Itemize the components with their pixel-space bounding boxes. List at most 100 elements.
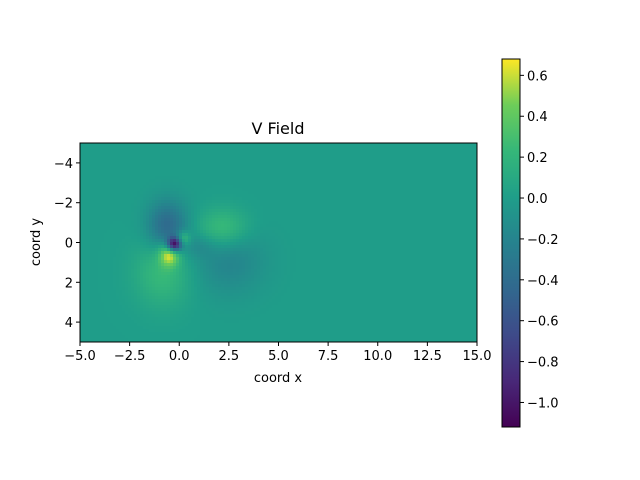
heat-cell xyxy=(278,152,282,156)
heat-cell xyxy=(275,218,279,222)
heat-cell xyxy=(449,182,453,186)
heat-cell xyxy=(113,203,117,207)
heat-cell xyxy=(146,152,150,156)
heat-cell xyxy=(224,191,228,195)
heat-cell xyxy=(245,173,249,177)
heat-cell xyxy=(158,179,162,183)
heat-cell xyxy=(269,143,273,147)
heat-cell xyxy=(296,143,300,147)
heat-cell xyxy=(347,191,351,195)
heat-cell xyxy=(413,185,417,189)
heat-cell xyxy=(350,224,354,228)
heat-cell xyxy=(410,200,414,204)
heat-cell xyxy=(191,152,195,156)
heat-cell xyxy=(143,194,147,198)
heat-cell xyxy=(197,203,201,207)
heat-cell xyxy=(293,212,297,216)
heat-cell xyxy=(323,248,327,252)
heat-cell xyxy=(143,188,147,192)
heat-cell xyxy=(122,233,126,237)
heat-cell xyxy=(434,239,438,243)
heat-cell xyxy=(89,206,93,210)
heat-cell xyxy=(377,227,381,231)
heat-cell xyxy=(401,164,405,168)
heat-cell xyxy=(158,191,162,195)
heat-cell xyxy=(419,143,423,147)
heat-cell xyxy=(128,197,132,201)
heat-cell xyxy=(281,179,285,183)
heat-cell xyxy=(86,149,90,153)
heat-cell xyxy=(383,188,387,192)
heat-cell xyxy=(194,188,198,192)
heat-cell xyxy=(245,206,249,210)
heat-cell xyxy=(182,158,186,162)
heat-cell xyxy=(149,149,153,153)
heat-cell xyxy=(332,239,336,243)
heat-cell xyxy=(452,155,456,159)
heat-cell xyxy=(344,173,348,177)
heat-cell xyxy=(143,197,147,201)
heat-cell xyxy=(212,185,216,189)
heat-cell xyxy=(452,221,456,225)
heat-cell xyxy=(251,191,255,195)
heat-cell xyxy=(326,179,330,183)
heat-cell xyxy=(347,209,351,213)
heat-cell xyxy=(305,185,309,189)
heat-cell xyxy=(128,236,132,240)
heat-cell xyxy=(320,248,324,252)
heat-cell xyxy=(95,194,99,198)
heat-cell xyxy=(329,230,333,234)
heat-cell xyxy=(374,182,378,186)
heat-cell xyxy=(257,206,261,210)
heat-cell xyxy=(149,200,153,204)
heat-cell xyxy=(443,152,447,156)
heat-cell xyxy=(455,203,459,207)
heat-cell xyxy=(395,224,399,228)
heat-cell xyxy=(410,245,414,249)
heat-cell xyxy=(134,242,138,246)
heat-cell xyxy=(329,218,333,222)
heat-cell xyxy=(467,161,471,165)
heat-cell xyxy=(449,185,453,189)
heat-cell xyxy=(170,155,174,159)
heat-cell xyxy=(446,185,450,189)
heat-cell xyxy=(284,167,288,171)
heat-cell xyxy=(95,215,99,219)
heat-cell xyxy=(350,221,354,225)
heat-cell xyxy=(425,236,429,240)
heat-cell xyxy=(422,248,426,252)
heat-cell xyxy=(374,203,378,207)
heat-cell xyxy=(104,245,108,249)
heat-cell xyxy=(350,179,354,183)
heat-cell xyxy=(398,251,402,255)
heat-cell xyxy=(326,251,330,255)
heat-cell xyxy=(137,245,141,249)
heat-cell xyxy=(236,191,240,195)
heat-cell xyxy=(353,158,357,162)
heat-cell xyxy=(287,158,291,162)
heat-cell xyxy=(413,251,417,255)
heat-cell xyxy=(113,158,117,162)
heat-cell xyxy=(110,173,114,177)
heat-cell xyxy=(161,245,165,249)
heat-cell xyxy=(98,236,102,240)
heat-cell xyxy=(425,191,429,195)
heat-cell xyxy=(98,239,102,243)
heat-cell xyxy=(134,161,138,165)
heat-cell xyxy=(455,242,459,246)
heat-cell xyxy=(254,233,258,237)
heat-cell xyxy=(98,149,102,153)
heat-cell xyxy=(86,245,90,249)
heat-cell xyxy=(395,152,399,156)
heat-cell xyxy=(320,221,324,225)
heat-cell xyxy=(233,209,237,213)
heat-cell xyxy=(278,224,282,228)
heat-cell xyxy=(236,206,240,210)
heat-cell xyxy=(179,239,183,243)
heat-cell xyxy=(218,236,222,240)
heat-cell xyxy=(161,200,165,204)
heat-cell xyxy=(413,209,417,213)
heat-cell xyxy=(407,185,411,189)
heat-cell xyxy=(110,251,114,255)
heat-cell xyxy=(113,224,117,228)
